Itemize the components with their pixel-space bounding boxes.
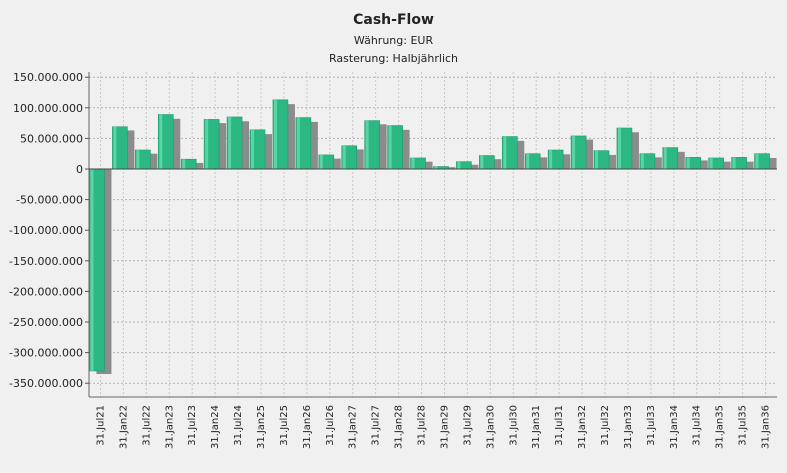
chart-subtitle-interval: Rasterung: Halbjährlich	[328, 52, 459, 65]
bar-highlight	[755, 153, 759, 169]
bar-highlight	[549, 150, 553, 169]
y-tick-label: -300.000.000	[9, 347, 83, 360]
bar-highlight	[182, 159, 186, 169]
bar-highlight	[365, 120, 369, 169]
bar-highlight	[388, 125, 392, 169]
bar-highlight	[342, 145, 346, 169]
y-tick-label: -200.000.000	[9, 285, 83, 298]
bar-highlight	[273, 99, 277, 169]
bar-highlight	[136, 150, 140, 169]
x-tick-label: 31.Jan28	[394, 405, 405, 449]
x-tick-label: 31.Jan30	[485, 405, 496, 449]
x-tick-label: 31.Jan36	[761, 405, 772, 449]
y-tick-label: -150.000.000	[9, 255, 83, 268]
y-tick-label: 150.000.000	[13, 71, 83, 84]
y-tick-label: 0	[76, 163, 83, 176]
bar-highlight	[205, 119, 209, 169]
x-tick-label: 31.Jul31	[554, 405, 565, 446]
bar-highlight	[617, 127, 621, 169]
x-tick-label: 31.Jan33	[623, 405, 634, 449]
x-tick-label: 31.Jan34	[669, 405, 680, 449]
bar-highlight	[457, 161, 461, 169]
chart-subtitle-currency: Währung: EUR	[353, 34, 434, 47]
x-tick-label: 31.Jan26	[302, 405, 313, 449]
x-tick-label: 31.Jul32	[600, 405, 611, 446]
y-tick-label: -50.000.000	[16, 194, 83, 207]
bar-highlight	[251, 129, 254, 169]
gridlines	[89, 72, 777, 397]
x-tick-label: 31.Jul24	[233, 405, 244, 446]
bar-highlight	[113, 126, 117, 169]
x-tick-label: 31.Jan35	[715, 405, 726, 449]
y-tick-label: -100.000.000	[9, 224, 83, 237]
x-tick-label: 31.Jul35	[738, 405, 749, 446]
x-tick-label: 31.Jul29	[462, 405, 473, 446]
bar-highlight	[595, 150, 598, 169]
bar-highlight	[663, 147, 667, 169]
bars	[89, 99, 777, 375]
x-tick-label: 31.Jan23	[164, 405, 175, 449]
x-axis-ticks: 31.Jul21 31.Jan22 31.Jul22 31.Jan23 31.Jul23…	[95, 405, 771, 449]
x-tick-label: 31.Jul22	[141, 405, 152, 446]
bar-highlight	[159, 114, 163, 169]
bar-highlight	[503, 136, 507, 169]
chart-title: Cash-Flow	[353, 12, 434, 28]
x-tick-label: 31.Jul30	[508, 405, 519, 446]
y-tick-label: 100.000.000	[13, 102, 83, 115]
bar-highlight	[732, 157, 736, 169]
x-tick-label: 31.Jul33	[646, 405, 657, 446]
bar-highlight	[686, 157, 690, 169]
y-tick-label: -250.000.000	[9, 316, 83, 329]
x-tick-label: 31.Jan32	[577, 405, 588, 449]
bar-highlight	[90, 169, 94, 371]
bar-highlight	[228, 116, 232, 169]
x-tick-label: 31.Jan27	[348, 405, 359, 449]
x-tick-label: 31.Jan25	[256, 405, 267, 449]
y-axis-ticks: 150.000.000 100.000.000 50.000.000 0 -50.000…	[9, 71, 89, 390]
x-tick-label: 31.Jul27	[371, 405, 382, 446]
bar-highlight	[526, 153, 530, 169]
y-tick-label: 50.000.000	[20, 132, 83, 145]
x-tick-label: 31.Jul25	[279, 405, 290, 446]
x-tick-label: 31.Jan24	[210, 405, 221, 449]
bar-highlight	[480, 155, 484, 169]
bar-highlight	[296, 117, 300, 169]
x-tick-label: 31.Jul23	[187, 405, 198, 446]
x-tick-label: 31.Jan31	[531, 405, 542, 449]
bar-highlight	[572, 135, 576, 169]
bar-highlight	[434, 166, 438, 169]
x-tick-label: 31.Jan22	[118, 405, 129, 449]
bar-highlight	[709, 157, 713, 169]
x-tick-label: 31.Jul26	[325, 405, 336, 446]
y-tick-label: -350.000.000	[9, 377, 83, 390]
x-tick-label: 31.Jul21	[95, 405, 106, 446]
bar-highlight	[319, 154, 323, 169]
bar-highlight	[411, 157, 415, 169]
x-tick-label: 31.Jan29	[439, 405, 450, 449]
bar-highlight	[640, 153, 644, 169]
x-tick-label: 31.Jul34	[692, 405, 703, 446]
x-tick-label: 31.Jul28	[417, 405, 428, 446]
axes	[88, 72, 777, 398]
